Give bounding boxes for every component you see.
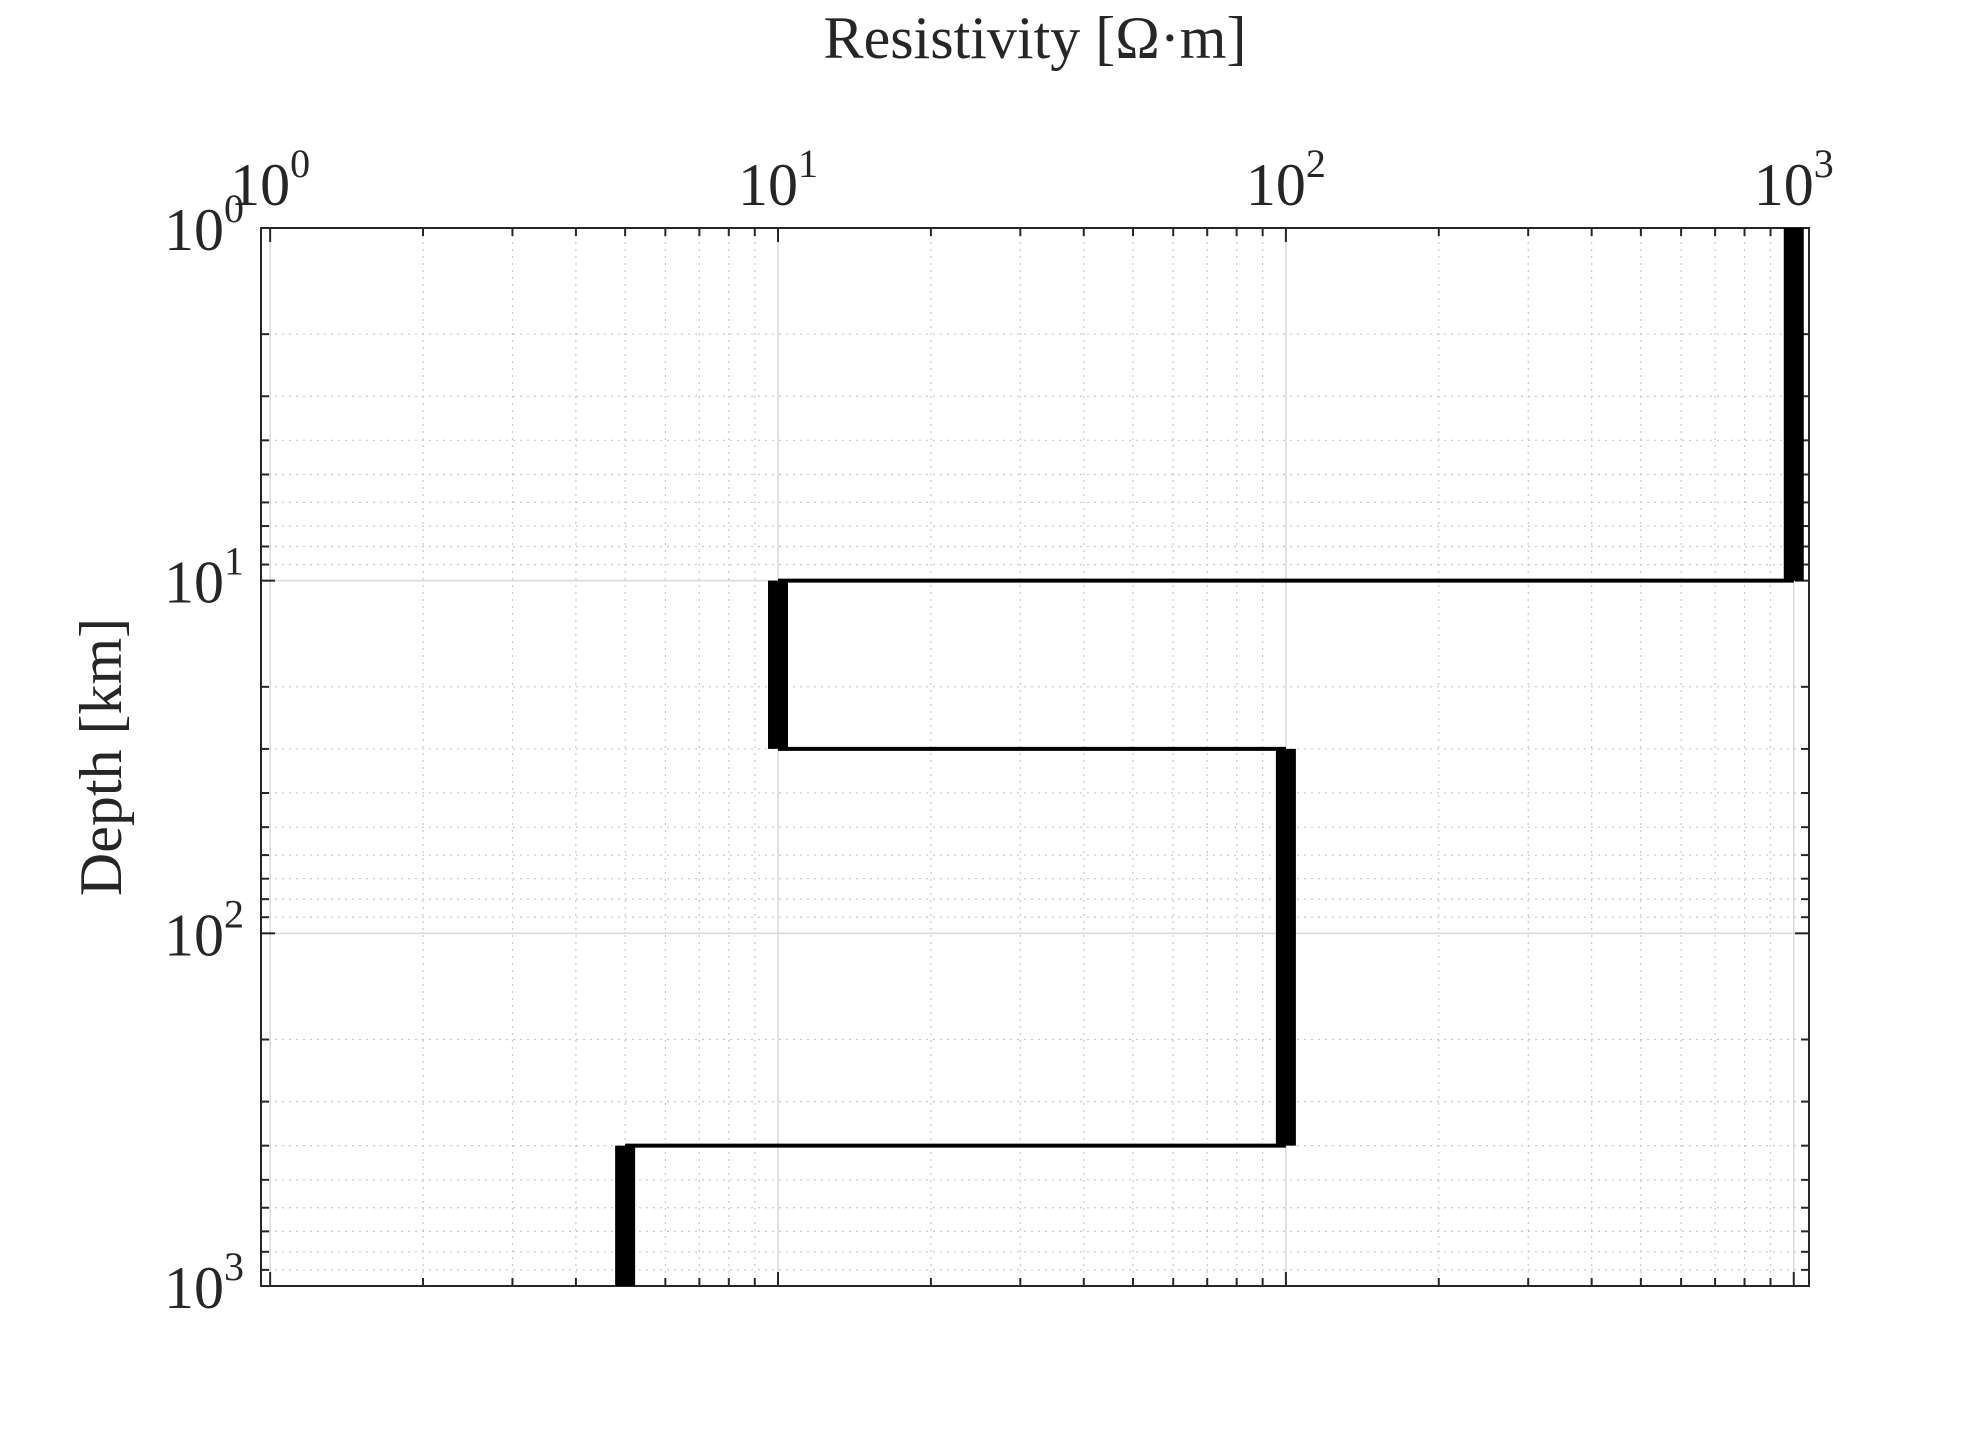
y-axis-label: Depth [km] xyxy=(68,618,134,896)
y-tick-label-base: 10 xyxy=(164,1255,224,1321)
x-tick-label-base: 10 xyxy=(230,152,290,218)
x-tick-label-exponent: 1 xyxy=(798,141,818,186)
x-axis-label: Resistivity [Ω·m] xyxy=(824,5,1247,71)
x-tick-label-base: 10 xyxy=(1754,152,1814,218)
x-tick-label: 100 xyxy=(230,141,310,218)
x-tick-label-exponent: 3 xyxy=(1814,141,1834,186)
y-tick-label-base: 10 xyxy=(164,197,224,263)
x-tick-label-base: 10 xyxy=(738,152,798,218)
x-tick-label: 103 xyxy=(1754,141,1834,218)
y-tick-label: 100 xyxy=(164,186,244,263)
y-tick-label-exponent: 2 xyxy=(224,891,244,936)
y-tick-label: 103 xyxy=(164,1244,244,1321)
y-tick-label-base: 10 xyxy=(164,550,224,616)
x-tick-label: 101 xyxy=(738,141,818,218)
series-layer xyxy=(615,228,1804,1286)
y-tick-label: 102 xyxy=(164,891,244,968)
tick-marks xyxy=(261,227,1809,1287)
y-tick-label-exponent: 0 xyxy=(224,186,244,231)
x-tick-label-base: 10 xyxy=(1246,152,1306,218)
x-tick-label-exponent: 2 xyxy=(1306,141,1326,186)
y-tick-label-exponent: 3 xyxy=(224,1244,244,1289)
axes-box xyxy=(260,227,1810,1287)
x-tick-label: 102 xyxy=(1246,141,1326,218)
y-tick-label-exponent: 1 xyxy=(224,539,244,584)
y-tick-label: 101 xyxy=(164,539,244,616)
y-tick-label-base: 10 xyxy=(164,902,224,968)
x-tick-label-exponent: 0 xyxy=(290,141,310,186)
